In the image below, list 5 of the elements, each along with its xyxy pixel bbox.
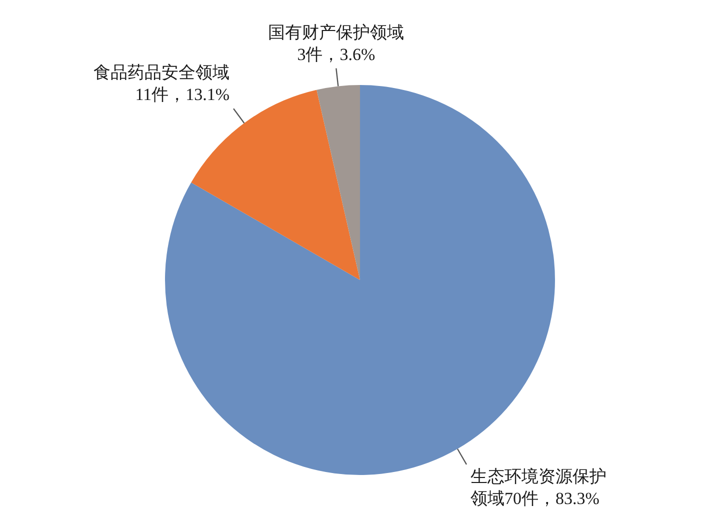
slice-label: 食品药品安全领域 — [94, 63, 230, 82]
data-label: 3件，3.6% — [297, 44, 376, 64]
slice-label: 国有财产保护领域 — [268, 22, 404, 42]
slice-label: 生态环境资源保护领域70件，83.3% — [470, 466, 606, 508]
data-label: 11件，13.1% — [135, 85, 230, 104]
